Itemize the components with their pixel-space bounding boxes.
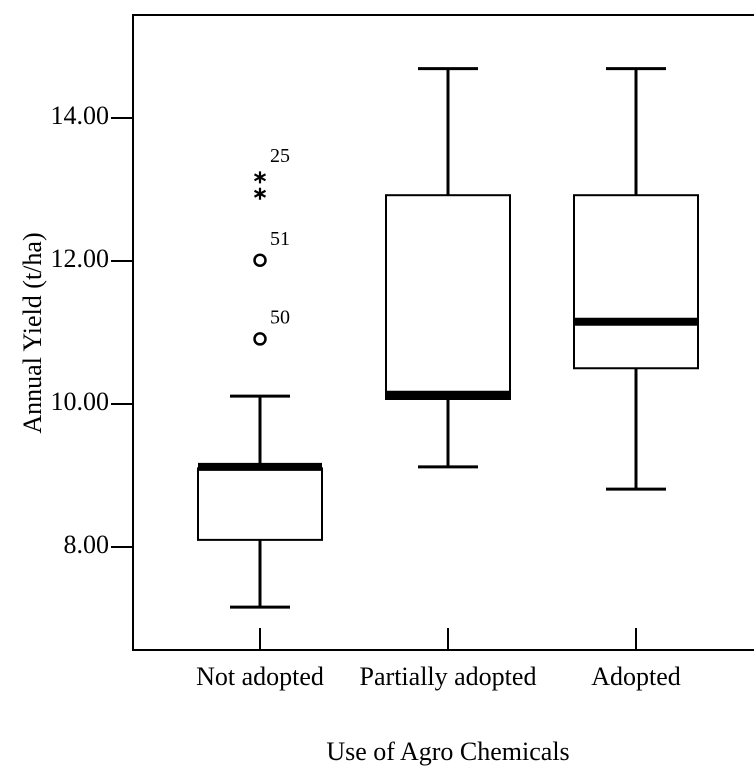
y-tick-label: 10.00	[51, 387, 110, 416]
x-tick-label: Not adopted	[196, 662, 324, 691]
box	[573, 194, 699, 370]
y-tick-label: 14.00	[51, 101, 110, 130]
outlier	[253, 332, 267, 346]
outlier	[253, 253, 267, 268]
y-tick-label: 12.00	[51, 244, 110, 273]
outlier-label: 51	[270, 228, 290, 250]
extreme-outlier	[253, 187, 267, 200]
outlier-label: 50	[270, 307, 290, 329]
box	[385, 194, 511, 401]
x-tick-label: Adopted	[591, 662, 681, 691]
y-tick-label: 8.00	[64, 530, 110, 559]
plot-frame	[132, 14, 754, 651]
outlier-label: 25	[270, 145, 290, 167]
y-axis-label: Annual Yield (t/ha)	[18, 232, 47, 433]
x-axis-label: Use of Agro Chemicals	[326, 737, 569, 766]
extreme-outlier	[253, 171, 267, 184]
x-tick-label: Partially adopted	[359, 662, 537, 691]
box	[197, 467, 323, 541]
